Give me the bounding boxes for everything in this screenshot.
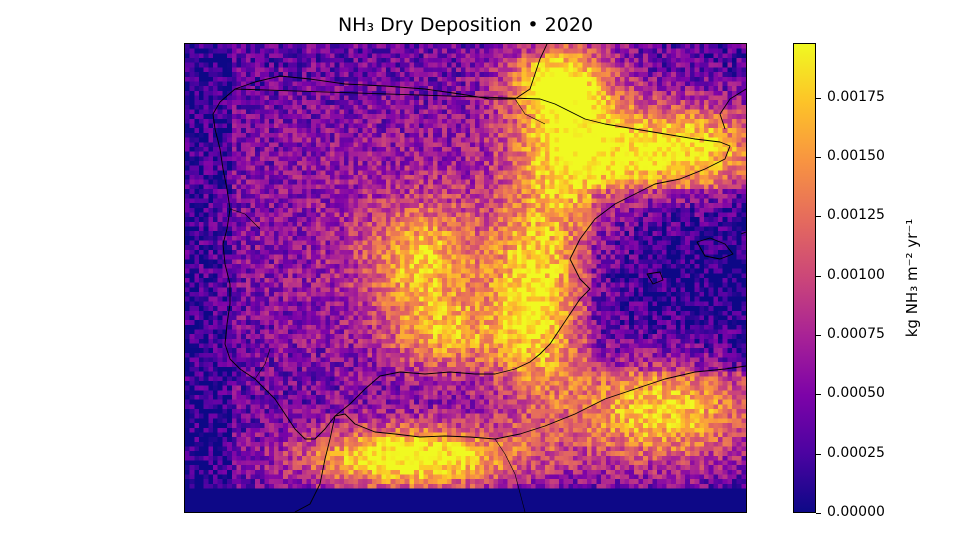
- border-lines: [229, 98, 546, 512]
- colorbar: [793, 43, 816, 513]
- colorbar-tick-label: 0.00075: [827, 326, 885, 342]
- chart-title: NH₃ Dry Deposition • 2020: [337, 14, 594, 36]
- colorbar-tick-label: 0.00100: [827, 267, 885, 283]
- colorbar-gradient: [794, 44, 815, 512]
- iberia-coastline: [212, 44, 731, 440]
- colorbar-tick-label: 0.00150: [827, 148, 885, 164]
- africa-coastline: [294, 365, 746, 512]
- coastline-overlay: [212, 44, 746, 512]
- map-panel: [184, 43, 747, 513]
- balearic-ibiza: [646, 271, 664, 285]
- colorbar-tick-label: 0.00175: [827, 89, 885, 105]
- colorbar-label: kg NH₃ m⁻² yr⁻¹: [903, 218, 921, 338]
- colorbar-tick-label: 0.00050: [827, 385, 885, 401]
- balearic-mallorca: [696, 237, 734, 260]
- deposition-heatmap: [185, 44, 746, 512]
- balearic-menorca: [740, 231, 746, 235]
- france-coastline: [719, 88, 746, 130]
- colorbar-tick-label: 0.00125: [827, 207, 885, 223]
- colorbar-tick-label: 0.00000: [827, 504, 885, 520]
- colorbar-tick-label: 0.00025: [827, 445, 885, 461]
